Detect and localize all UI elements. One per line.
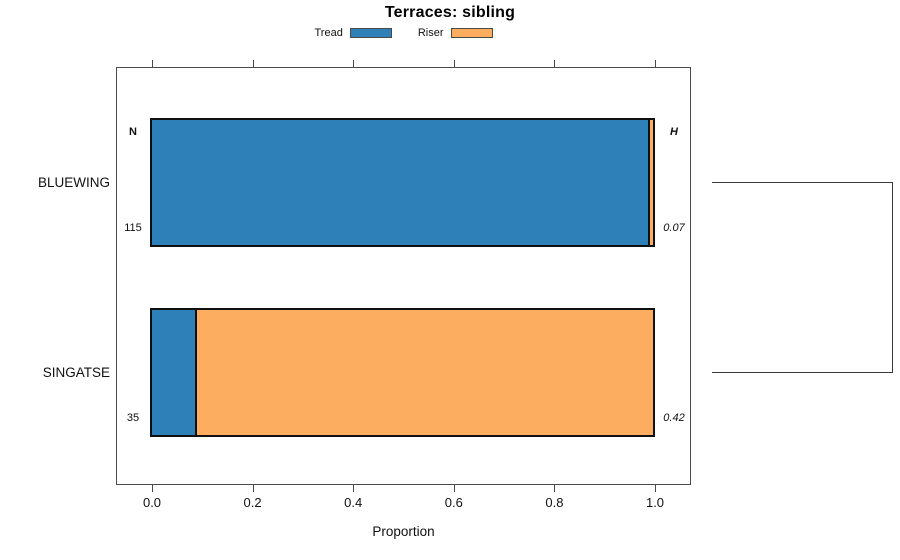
stacked-bar-row [150,308,655,437]
bar-segment-riser [195,310,653,435]
x-axis-tick-label: 0.0 [142,495,162,510]
x-axis-tick-bottom [554,485,556,492]
x-axis-tick-bottom [655,485,656,492]
legend-swatch [349,28,392,38]
chart-title: Terraces: sibling [384,4,516,21]
column-header-h: H [670,126,678,138]
category-label: BLUEWING [37,174,110,190]
x-axis-tick-top [152,60,153,67]
x-axis-tick-top [453,60,455,67]
stacked-bar-row [150,118,655,247]
h-value: 0.07 [663,222,685,234]
bracket-line-top [712,181,893,183]
x-axis-tick-top [655,60,656,67]
x-axis-label: Proportion [372,524,435,539]
x-axis-tick-bottom [453,485,455,492]
x-axis-tick-top [554,60,556,67]
h-value: 0.42 [663,412,685,424]
x-axis-tick-label: 1.0 [645,495,665,510]
column-header-n: N [129,126,137,138]
x-axis-tick-label: 0.2 [243,495,262,510]
bar-segment-riser [648,120,653,245]
legend-swatch [450,28,493,38]
bracket-line-bottom [712,371,893,373]
legend-label: Tread [314,27,343,39]
n-value: 35 [126,412,140,424]
x-axis-tick-bottom [252,485,254,492]
x-axis-tick-bottom [353,485,355,492]
bar-segment-tread [152,310,196,435]
bracket-line-vertical [892,181,893,372]
category-label: SINGATSE [42,364,110,380]
x-axis-tick-label: 0.6 [444,495,463,510]
x-axis-tick-label: 0.4 [344,495,363,510]
legend-label: Riser [417,27,444,39]
x-axis-tick-top [353,60,355,67]
legend: Tread Riser [116,25,691,41]
bar-segment-tread [152,120,649,245]
x-axis-tick-bottom [152,485,153,492]
x-axis-tick-label: 0.8 [545,495,564,510]
legend-item: Riser [418,27,493,39]
n-value: 115 [124,222,142,234]
legend-item: Tread [315,27,392,39]
x-axis-tick-top [252,60,254,67]
